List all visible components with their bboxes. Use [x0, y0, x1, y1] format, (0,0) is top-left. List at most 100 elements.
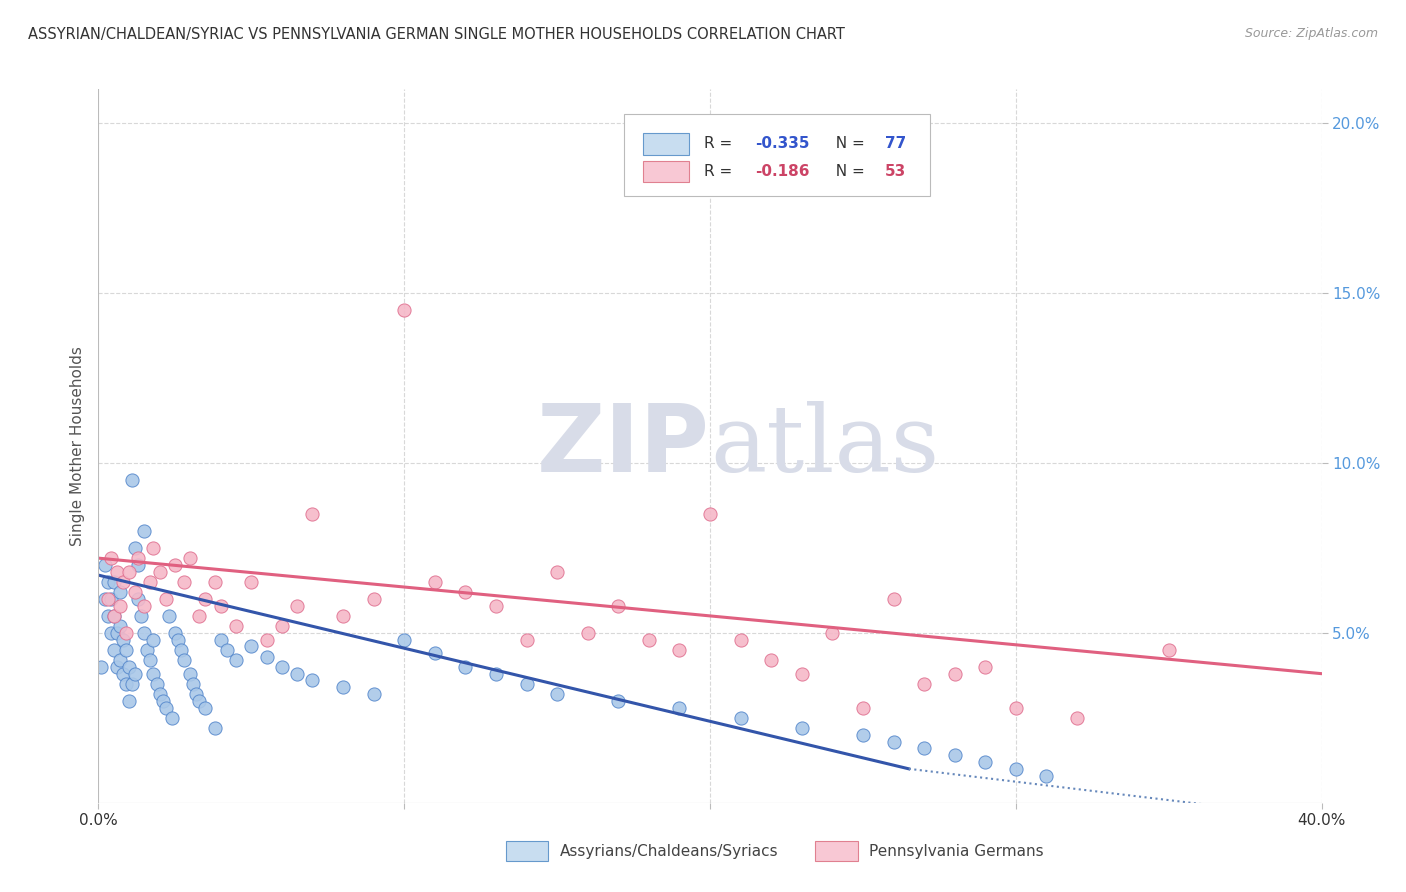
Point: [97, 574, 120, 589]
Point: [129, 608, 152, 623]
Point: [127, 591, 149, 606]
Point: [270, 619, 292, 633]
Point: [637, 632, 661, 647]
Text: atlas: atlas: [710, 401, 939, 491]
Point: [301, 507, 323, 521]
Point: [270, 660, 292, 674]
Point: [108, 653, 131, 667]
Point: [912, 741, 935, 756]
Point: [285, 666, 308, 681]
Point: [215, 643, 238, 657]
Point: [240, 574, 263, 589]
Point: [546, 565, 568, 579]
FancyBboxPatch shape: [624, 114, 931, 196]
Point: [759, 653, 782, 667]
Point: [163, 626, 186, 640]
Point: [124, 666, 146, 681]
Text: N =: N =: [827, 164, 870, 179]
Text: N =: N =: [827, 136, 870, 152]
Point: [485, 599, 508, 613]
Point: [103, 643, 125, 657]
Point: [423, 574, 446, 589]
Point: [204, 721, 226, 735]
Point: [108, 619, 131, 633]
Point: [256, 649, 278, 664]
Point: [111, 574, 134, 589]
Point: [145, 677, 167, 691]
Point: [134, 599, 156, 613]
Point: [111, 632, 134, 647]
Point: [301, 673, 323, 688]
Text: Assyrians/Chaldeans/Syriacs: Assyrians/Chaldeans/Syriacs: [560, 845, 778, 859]
Point: [1004, 700, 1026, 714]
Point: [188, 608, 211, 623]
Point: [121, 677, 143, 691]
Point: [124, 585, 146, 599]
Point: [194, 591, 217, 606]
Point: [209, 632, 232, 647]
Point: [115, 643, 138, 657]
Point: [1035, 769, 1057, 783]
Point: [139, 574, 162, 589]
Point: [790, 666, 813, 681]
Point: [1157, 643, 1180, 657]
Point: [790, 721, 813, 735]
Point: [1066, 711, 1088, 725]
Point: [115, 677, 138, 691]
Point: [392, 632, 416, 647]
Point: [124, 541, 146, 555]
Point: [118, 694, 141, 708]
Point: [155, 591, 177, 606]
Point: [204, 574, 226, 589]
Point: [363, 687, 385, 701]
Point: [139, 653, 162, 667]
Point: [157, 608, 180, 623]
Point: [100, 551, 122, 566]
Point: [181, 677, 204, 691]
Point: [108, 585, 131, 599]
Text: 77: 77: [884, 136, 907, 152]
Point: [974, 660, 997, 674]
Point: [97, 591, 120, 606]
Point: [974, 755, 997, 769]
Point: [167, 632, 190, 647]
Point: [127, 558, 149, 572]
Point: [883, 734, 905, 748]
Point: [240, 640, 263, 654]
Point: [149, 687, 172, 701]
Point: [90, 660, 112, 674]
Point: [256, 632, 278, 647]
Point: [173, 574, 195, 589]
Point: [170, 643, 193, 657]
Point: [103, 608, 125, 623]
Point: [121, 473, 143, 487]
Point: [912, 677, 935, 691]
Point: [454, 585, 477, 599]
Point: [699, 507, 721, 521]
Text: Source: ZipAtlas.com: Source: ZipAtlas.com: [1244, 27, 1378, 40]
Point: [423, 646, 446, 660]
Text: -0.186: -0.186: [755, 164, 810, 179]
Point: [454, 660, 477, 674]
Point: [883, 591, 905, 606]
Point: [546, 687, 568, 701]
Point: [485, 666, 508, 681]
Point: [134, 524, 156, 538]
Point: [285, 599, 308, 613]
Text: Pennsylvania Germans: Pennsylvania Germans: [869, 845, 1043, 859]
Point: [155, 700, 177, 714]
Point: [163, 558, 186, 572]
Point: [852, 728, 875, 742]
Point: [111, 666, 134, 681]
Point: [392, 303, 416, 318]
Point: [118, 660, 141, 674]
Point: [1004, 762, 1026, 776]
Point: [943, 666, 966, 681]
Point: [730, 632, 752, 647]
Point: [105, 565, 128, 579]
Point: [668, 643, 690, 657]
Point: [363, 591, 385, 606]
Text: ASSYRIAN/CHALDEAN/SYRIAC VS PENNSYLVANIA GERMAN SINGLE MOTHER HOUSEHOLDS CORRELA: ASSYRIAN/CHALDEAN/SYRIAC VS PENNSYLVANIA…: [28, 27, 845, 42]
Point: [105, 626, 128, 640]
Point: [105, 660, 128, 674]
